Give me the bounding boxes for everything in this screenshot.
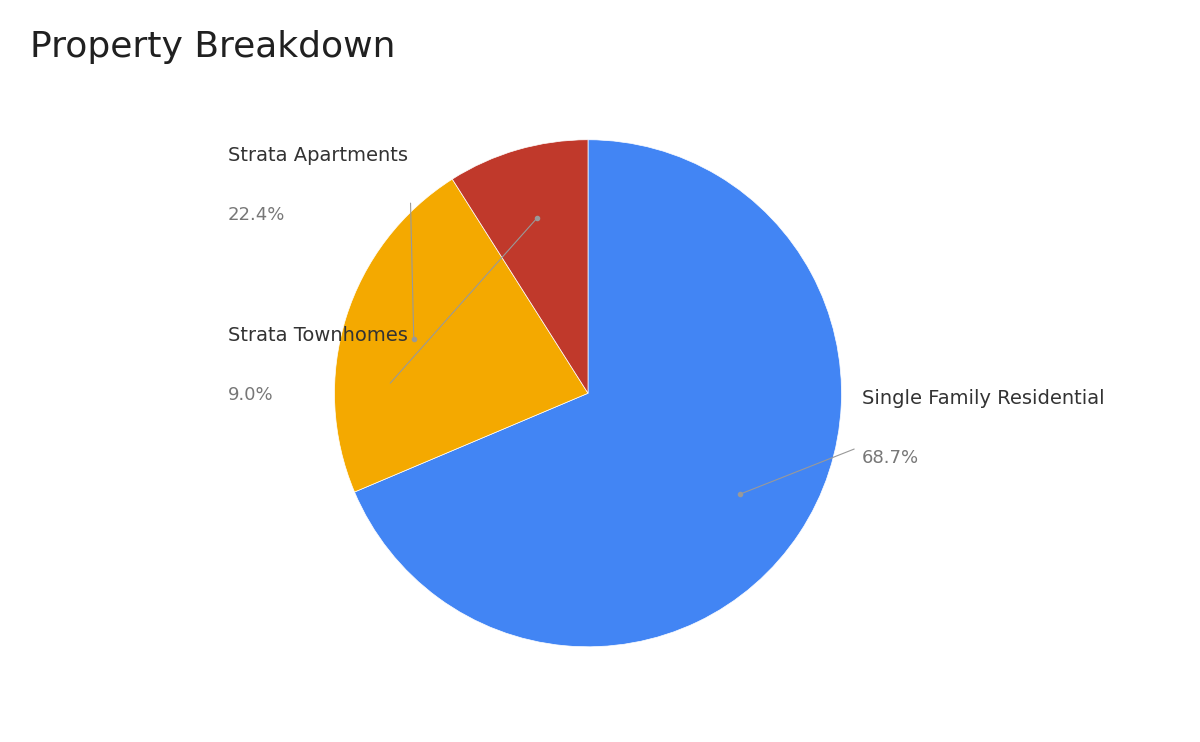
Text: Property Breakdown: Property Breakdown [30, 30, 396, 64]
Text: Single Family Residential: Single Family Residential [862, 390, 1104, 408]
Text: 22.4%: 22.4% [228, 206, 286, 223]
Text: 68.7%: 68.7% [862, 449, 919, 467]
Text: 9.0%: 9.0% [228, 386, 274, 404]
Wedge shape [354, 139, 841, 647]
Wedge shape [452, 139, 588, 393]
Wedge shape [335, 179, 588, 492]
Text: Strata Apartments: Strata Apartments [228, 146, 408, 165]
Text: Strata Townhomes: Strata Townhomes [228, 326, 408, 345]
